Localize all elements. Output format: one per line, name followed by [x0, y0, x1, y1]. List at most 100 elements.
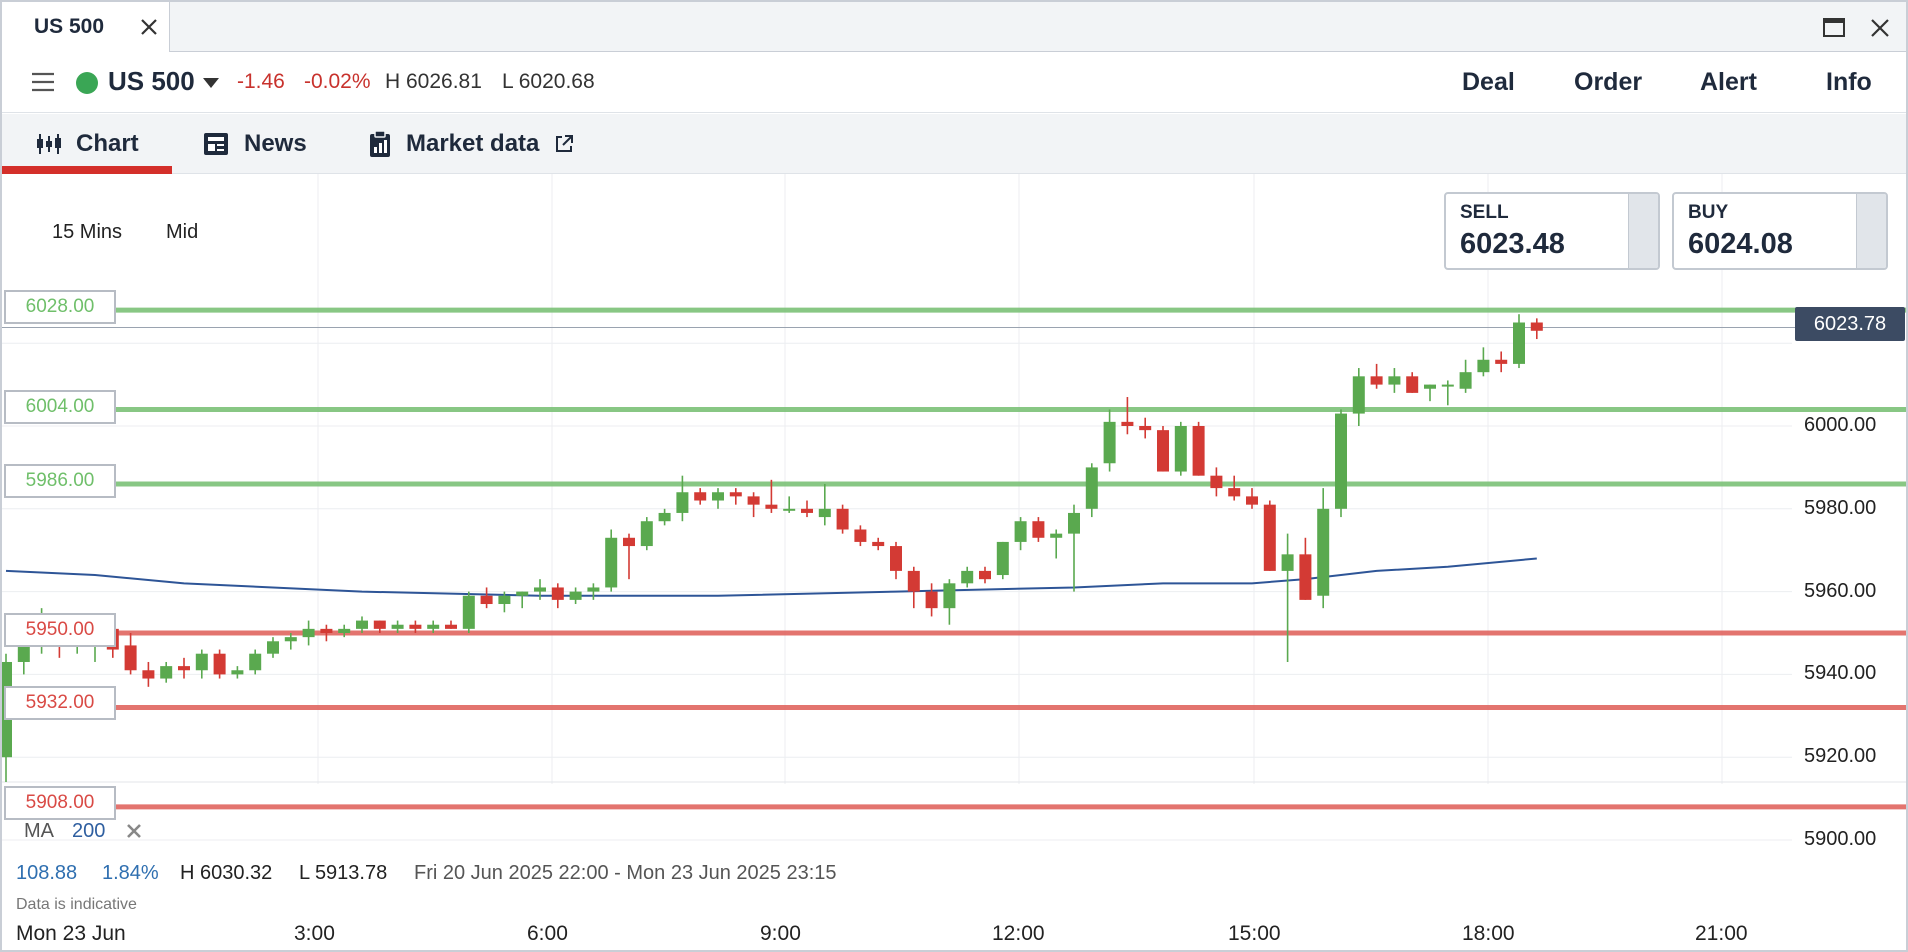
close-icon[interactable] — [136, 14, 162, 40]
candle-body — [1210, 475, 1223, 489]
y-axis-tick-label: 5920.00 — [1804, 745, 1877, 768]
candle-body — [872, 541, 885, 547]
candle-body — [996, 541, 1009, 576]
x-axis-tick-label: 12:00 — [992, 922, 1045, 945]
chevron-down-icon[interactable] — [203, 78, 219, 88]
candle-body — [640, 521, 653, 547]
candle-body — [1441, 384, 1454, 387]
candle-body — [391, 624, 404, 629]
instrument-name[interactable]: US 500 — [108, 66, 195, 96]
candle-body — [943, 583, 956, 609]
candle-body — [712, 492, 724, 501]
alert-button[interactable]: Alert — [1700, 68, 1757, 96]
instrument-header: US 500 -1.46 -0.02% H 6026.81 L 6020.68 … — [2, 52, 1906, 113]
active-tab-indicator — [2, 166, 172, 174]
window-tab[interactable]: US 500 — [2, 2, 170, 52]
x-axis-tick-label: 3:00 — [294, 922, 335, 945]
indicator-name: MA — [24, 820, 54, 842]
buy-price: 6024.08 — [1688, 228, 1793, 260]
candle-body — [320, 628, 333, 633]
close-window-icon[interactable] — [1866, 14, 1894, 42]
info-button[interactable]: Info — [1826, 68, 1872, 96]
x-axis-tick-label: 15:00 — [1228, 922, 1281, 945]
period-range: Fri 20 Jun 2025 22:00 - Mon 23 Jun 2025 … — [414, 862, 837, 884]
y-axis-tick-label: 5900.00 — [1804, 828, 1877, 850]
candle-body — [409, 624, 422, 629]
session-low: L 6020.68 — [502, 70, 595, 93]
resistance-level-label[interactable]: 6028.00 — [4, 290, 116, 324]
candle-body — [1513, 322, 1525, 364]
candle-body — [587, 587, 600, 592]
support-level-label[interactable]: 5950.00 — [4, 613, 116, 647]
order-button[interactable]: Order — [1574, 68, 1643, 96]
menu-icon[interactable] — [30, 70, 56, 94]
candle-body — [1103, 421, 1116, 464]
interval-selector[interactable]: 15 Mins — [52, 221, 123, 243]
candle-body — [658, 512, 671, 522]
indicator-period[interactable]: 200 — [72, 820, 106, 842]
price-type-selector[interactable]: Mid — [166, 221, 199, 243]
window-tab-title: US 500 — [34, 15, 105, 38]
candle-body — [676, 492, 689, 513]
clipboard-chart-icon — [370, 130, 390, 157]
x-axis-tick-label: 18:00 — [1462, 922, 1515, 945]
candle-body — [445, 624, 457, 629]
candle-body — [373, 620, 386, 629]
candle-body — [729, 492, 742, 497]
y-axis-tick-label: 5980.00 — [1804, 496, 1877, 519]
buy-button[interactable]: BUY 6024.08 — [1672, 192, 1888, 270]
buy-label: BUY — [1688, 202, 1729, 223]
candle-body — [1335, 413, 1347, 509]
candle-body — [1477, 359, 1490, 373]
remove-indicator-icon[interactable] — [125, 822, 143, 840]
tab-market-data[interactable]: Market data — [368, 114, 575, 174]
price-chart[interactable] — [2, 174, 1908, 952]
candle-body — [534, 587, 546, 592]
candle-body — [195, 653, 208, 671]
candle-body — [623, 537, 635, 547]
candlestick-icon — [37, 134, 61, 154]
candle-body — [498, 595, 511, 605]
period-change: 108.88 — [16, 862, 78, 884]
candle-body — [1174, 426, 1187, 472]
support-level-label[interactable]: 5908.00 — [4, 786, 116, 820]
candle-body — [1317, 508, 1330, 596]
last-price-tag: 6023.78 — [1795, 307, 1905, 341]
newspaper-icon — [204, 133, 228, 155]
sell-button[interactable]: SELL 6023.48 — [1444, 192, 1660, 270]
candle-body — [1014, 521, 1027, 542]
y-axis-tick-label: 5940.00 — [1804, 662, 1877, 685]
y-axis-tick-label: 5960.00 — [1804, 579, 1877, 602]
resistance-level-label[interactable]: 6004.00 — [4, 390, 116, 424]
candle-body — [1459, 372, 1472, 389]
candle-body — [979, 570, 991, 580]
support-level-label[interactable]: 5932.00 — [4, 686, 116, 720]
tab-chart[interactable]: Chart — [36, 114, 139, 174]
candle-body — [1068, 512, 1080, 534]
maximize-icon[interactable] — [1820, 14, 1848, 42]
resistance-level-label[interactable]: 5986.00 — [4, 464, 116, 498]
x-axis-tick-label: 6:00 — [527, 922, 568, 945]
chart-area[interactable]: 15 Mins Mid SELL 6023.48 BUY 6024.08 602… — [2, 174, 1908, 952]
price-change-pct: -0.02% — [304, 70, 371, 93]
candle-body — [231, 670, 244, 675]
tab-news[interactable]: News — [202, 114, 307, 174]
candle-body — [854, 529, 867, 542]
candle-body — [1370, 376, 1383, 385]
tab-market-data-label: Market data — [406, 130, 540, 157]
candle-body — [1032, 521, 1045, 538]
moving-average-line — [5, 557, 1537, 597]
candle-body — [747, 496, 760, 505]
candle-body — [551, 587, 564, 600]
candle-body — [925, 591, 938, 609]
candle-body — [1281, 554, 1294, 571]
candle-body — [1388, 376, 1401, 385]
candle-body — [1530, 322, 1543, 331]
candle-body — [356, 620, 368, 629]
deal-button[interactable]: Deal — [1462, 68, 1515, 96]
candle-body — [783, 508, 796, 511]
candle-body — [694, 492, 707, 501]
candle-body — [1263, 504, 1276, 571]
candle-body — [801, 508, 813, 513]
